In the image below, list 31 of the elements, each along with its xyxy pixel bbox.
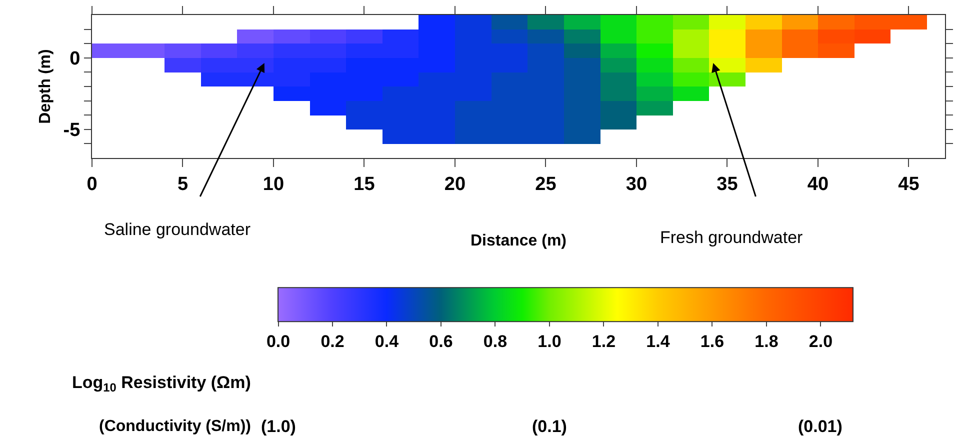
color-bar-label: 0.6 — [429, 332, 453, 351]
text: (Conductivity (S/m)) — [99, 418, 251, 435]
color-bar-label: 1.6 — [700, 332, 724, 351]
color-bar-label: 0.0 — [266, 332, 290, 351]
y-tick-label: -5 — [63, 120, 81, 142]
color-bar-label: 0.4 — [374, 332, 400, 351]
color-bar-label: 0.2 — [320, 332, 344, 351]
x-tick-label: 40 — [807, 174, 829, 195]
color-bar-label: 1.8 — [754, 332, 778, 351]
x-tick-label: 30 — [626, 174, 648, 195]
x-tick-label: 25 — [535, 174, 557, 195]
color-bar-title: Log$_{10}$ Resistivity (Ωm) — [72, 373, 251, 395]
color-bar-label: 1.4 — [646, 332, 670, 351]
text: (1.0) — [261, 417, 296, 436]
color-bar-label: 1.0 — [538, 332, 562, 351]
text: Saline groundwater — [104, 220, 251, 239]
x-axis-title: Distance (m) — [470, 232, 567, 250]
color-bar-label: 0.8 — [483, 332, 508, 351]
x-tick-label: 45 — [898, 174, 920, 195]
x-tick-label: 5 — [177, 174, 188, 195]
text: Fresh groundwater — [660, 228, 804, 247]
text: (0.01) — [798, 417, 842, 436]
x-tick-label: 35 — [716, 174, 738, 195]
text: (0.1) — [532, 417, 567, 436]
y-axis-title: Depth (m) — [37, 49, 54, 124]
x-tick-label: 15 — [354, 174, 376, 195]
x-tick-label: 10 — [262, 174, 284, 195]
x-tick-label: 0 — [86, 174, 98, 195]
color-bar-label: 2.0 — [808, 332, 833, 351]
x-tick-label: 20 — [444, 174, 466, 195]
color-bar-label: 1.2 — [592, 332, 616, 351]
